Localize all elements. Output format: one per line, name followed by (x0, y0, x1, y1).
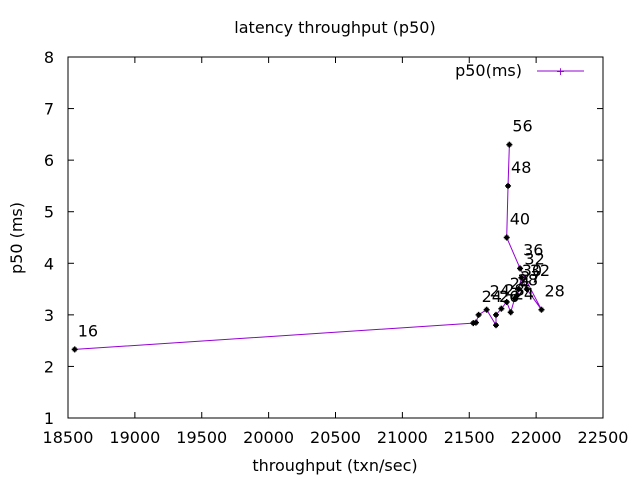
x-tick-label: 21000 (377, 428, 428, 447)
point-label: 28 (504, 281, 524, 300)
x-tick-label: 18500 (43, 428, 94, 447)
data-point (483, 306, 490, 313)
data-point (503, 234, 510, 241)
data-point (71, 346, 78, 353)
point-label: 27 (520, 267, 540, 286)
data-point (493, 311, 499, 318)
x-axis-label: throughput (txn/sec) (252, 456, 417, 475)
y-tick-label: 3 (44, 306, 54, 325)
y-tick-label: 6 (44, 151, 54, 170)
y-tick-label: 7 (44, 100, 54, 119)
x-tick-label: 19500 (176, 428, 227, 447)
y-tick-label: 4 (44, 254, 54, 273)
data-point (493, 322, 499, 329)
point-label: 40 (510, 210, 530, 229)
point-label: 28 (518, 270, 538, 289)
x-tick-label: 22500 (578, 428, 629, 447)
data-point (503, 298, 510, 305)
point-label: 32 (530, 261, 550, 280)
x-tick-label: 22000 (511, 428, 562, 447)
point-label: 36 (523, 240, 543, 259)
data-point (507, 309, 514, 316)
point-label: 24 (482, 287, 502, 306)
data-point (517, 265, 524, 272)
x-tick-label: 21500 (444, 428, 495, 447)
data-point (523, 286, 530, 293)
y-tick-label: 1 (44, 409, 54, 428)
data-point (505, 182, 512, 189)
y-tick-label: 5 (44, 203, 54, 222)
x-tick-label: 20500 (310, 428, 361, 447)
x-tick-label: 20000 (243, 428, 294, 447)
y-axis-label: p50 (ms) (7, 202, 26, 274)
point-label: 24 (514, 284, 534, 303)
x-axis: 18500 19000 19500 20000 20500 21000 21500 22000… (43, 57, 629, 447)
plot-frame (67, 56, 604, 419)
chart-title: latency throughput (p50) (234, 18, 435, 37)
point-label: 16 (78, 321, 98, 340)
y-tick-label: 8 (44, 48, 54, 67)
point-label: 24 (510, 274, 530, 293)
x-tick-label: 19000 (109, 428, 160, 447)
data-point (475, 311, 482, 318)
point-label: 24 (490, 282, 510, 301)
data-point (514, 292, 521, 299)
data-point (538, 306, 545, 313)
legend: p50(ms) + (455, 61, 584, 80)
data-point (472, 319, 479, 326)
data-point (506, 141, 513, 148)
series-line (74, 144, 542, 350)
data-point (498, 305, 505, 312)
point-label: 56 (512, 117, 532, 136)
data-point (511, 295, 518, 302)
data-point (518, 274, 525, 281)
legend-label: p50(ms) (455, 61, 522, 80)
y-tick-label: 2 (44, 357, 54, 376)
point-label: 32 (524, 250, 544, 269)
series-p50 (71, 141, 545, 353)
point-label: 28 (544, 282, 564, 301)
legend-marker: + (556, 65, 565, 78)
point-label: 26 (499, 287, 519, 306)
data-point (515, 286, 522, 293)
point-label: 48 (511, 158, 531, 177)
point-label: 30 (522, 261, 542, 280)
